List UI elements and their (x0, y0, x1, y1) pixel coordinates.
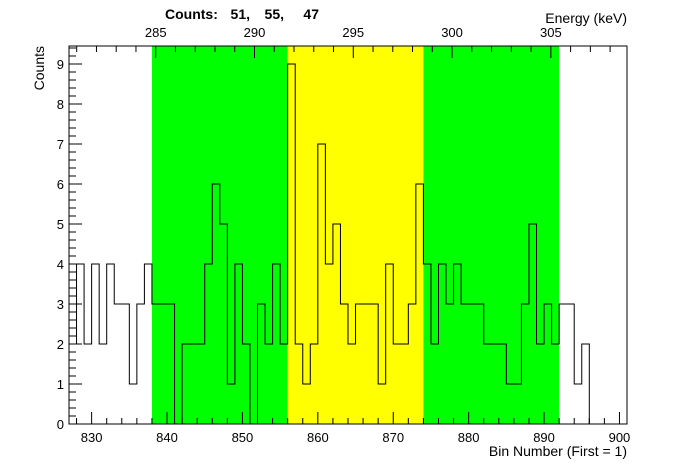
y-tick-label: 5 (57, 217, 64, 232)
top-tick-labels: 285 290 295 300 305 (145, 25, 562, 40)
y-tick-label: 4 (57, 257, 64, 272)
x-tick-label: 880 (458, 430, 480, 445)
histogram-line (68, 63, 590, 425)
x-tick-label: 850 (232, 430, 254, 445)
y-tick-labels: 0 1 2 3 4 5 6 7 8 9 (57, 57, 64, 432)
y-tick-label: 0 (57, 417, 64, 432)
top-tick-label: 300 (441, 25, 463, 40)
region-right-background (423, 46, 560, 424)
x-tick-label: 830 (81, 430, 103, 445)
y-tick-label: 2 (57, 337, 64, 352)
x-tick-label: 900 (609, 430, 631, 445)
y-tick-label: 9 (57, 57, 64, 72)
top-tick-label: 305 (540, 25, 562, 40)
y-tick-label: 7 (57, 137, 64, 152)
top-tick-label: 285 (145, 25, 167, 40)
x-tick-label: 890 (533, 430, 555, 445)
y-tick-label: 6 (57, 177, 64, 192)
top-tick-label: 295 (342, 25, 364, 40)
y-tick-label: 1 (57, 377, 64, 392)
x-tick-labels: 830 840 850 860 870 880 890 900 (81, 430, 631, 445)
region-counts-label: Counts: (165, 6, 218, 22)
axis-ticks (69, 46, 620, 425)
x-axis-title: Bin Number (First = 1) (489, 443, 627, 459)
region-count-peak: 55, (265, 6, 284, 22)
y-tick-label: 3 (57, 297, 64, 312)
energy-regions (151, 46, 560, 424)
x-tick-label: 840 (156, 430, 178, 445)
x-tick-label: 870 (382, 430, 404, 445)
y-tick-label: 8 (57, 97, 64, 112)
top-axis-title: Energy (keV) (545, 10, 627, 26)
y-axis-title: Counts (31, 46, 47, 90)
region-left-background (151, 46, 288, 424)
region-peak (287, 46, 424, 424)
region-count-right: 47 (303, 6, 319, 22)
x-tick-label: 860 (307, 430, 329, 445)
region-count-left: 51, (231, 6, 250, 22)
top-tick-label: 290 (244, 25, 266, 40)
